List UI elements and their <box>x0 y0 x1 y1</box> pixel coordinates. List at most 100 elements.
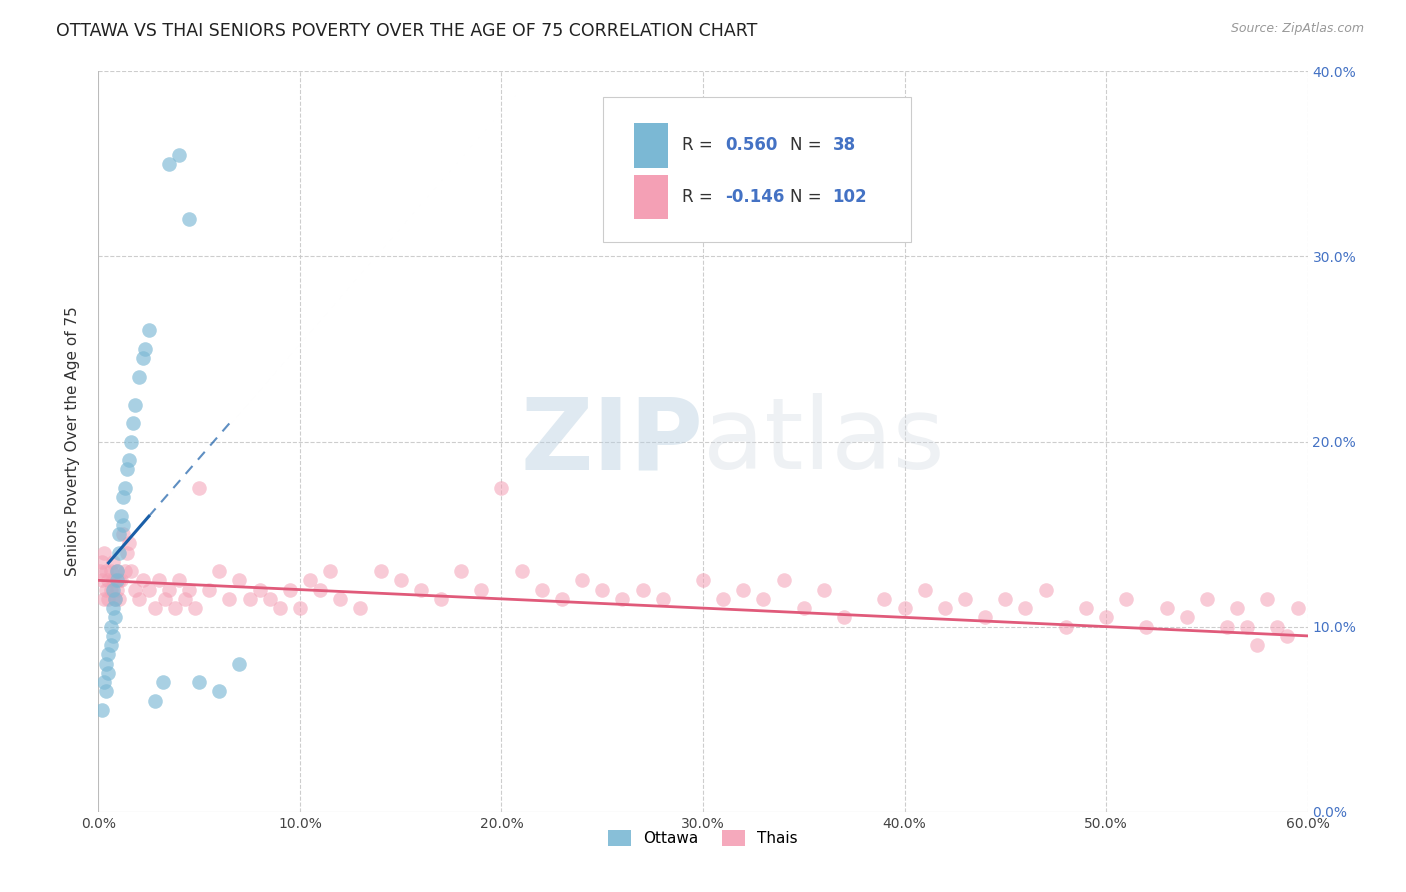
Point <box>100 619 122 633</box>
Point <box>470 582 492 597</box>
Point <box>1267 619 1289 633</box>
Point <box>752 591 775 606</box>
Point <box>105 574 128 588</box>
Point <box>93 545 115 560</box>
Point <box>1135 619 1157 633</box>
Point <box>97 591 120 606</box>
Point <box>974 610 997 624</box>
Point <box>110 574 132 588</box>
Point <box>93 591 115 606</box>
Point <box>132 574 155 588</box>
Point <box>1246 638 1268 652</box>
Point <box>179 582 201 597</box>
Point <box>631 582 654 597</box>
Point <box>228 657 250 671</box>
Text: R =: R = <box>682 136 718 154</box>
Point <box>228 574 250 588</box>
Point <box>1175 610 1198 624</box>
Point <box>914 582 936 597</box>
Point <box>813 582 835 597</box>
Point <box>103 591 125 606</box>
Point <box>733 582 755 597</box>
Text: ZIP: ZIP <box>520 393 703 490</box>
Point <box>1256 591 1278 606</box>
Point <box>128 369 150 384</box>
Point <box>114 564 136 578</box>
Point <box>409 582 432 597</box>
Text: Source: ZipAtlas.com: Source: ZipAtlas.com <box>1230 22 1364 36</box>
FancyBboxPatch shape <box>634 175 668 219</box>
Point <box>239 591 262 606</box>
Point <box>148 574 170 588</box>
Point <box>188 675 211 690</box>
Point <box>97 665 120 680</box>
Point <box>953 591 976 606</box>
Point <box>510 564 533 578</box>
Point <box>1226 601 1249 615</box>
Point <box>101 574 124 588</box>
Point <box>269 601 291 615</box>
Point <box>121 416 143 430</box>
Point <box>128 591 150 606</box>
Point <box>96 582 118 597</box>
Point <box>153 591 176 606</box>
Y-axis label: Seniors Poverty Over the Age of 75: Seniors Poverty Over the Age of 75 <box>65 307 80 576</box>
Legend: Ottawa, Thais: Ottawa, Thais <box>602 824 804 852</box>
Point <box>152 675 174 690</box>
Point <box>1277 629 1299 643</box>
Point <box>692 574 714 588</box>
Point <box>349 601 371 615</box>
Point <box>329 591 352 606</box>
Point <box>188 481 211 495</box>
Point <box>105 564 128 578</box>
Point <box>111 527 134 541</box>
Point <box>299 574 322 588</box>
Point <box>118 453 141 467</box>
Point <box>91 574 114 588</box>
Point <box>389 574 412 588</box>
Point <box>1115 591 1137 606</box>
Point <box>571 574 593 588</box>
Point <box>143 694 166 708</box>
Point <box>97 648 120 662</box>
Point <box>278 582 301 597</box>
Point <box>138 324 160 338</box>
Point <box>319 564 342 578</box>
Point <box>100 638 122 652</box>
Point <box>89 564 111 578</box>
Point <box>114 481 136 495</box>
Point <box>1156 601 1178 615</box>
Point <box>157 157 180 171</box>
Point <box>115 462 138 476</box>
Point <box>93 675 115 690</box>
Point <box>772 574 794 588</box>
Text: 102: 102 <box>832 188 868 206</box>
Point <box>138 582 160 597</box>
Point <box>157 582 180 597</box>
Point <box>370 564 392 578</box>
Point <box>107 527 129 541</box>
Point <box>208 564 231 578</box>
Point <box>163 601 186 615</box>
Point <box>103 591 125 606</box>
Point <box>107 545 129 560</box>
Point <box>132 351 155 366</box>
Point <box>994 591 1017 606</box>
Text: 0.560: 0.560 <box>724 136 778 154</box>
Point <box>1035 582 1057 597</box>
Point <box>218 591 240 606</box>
Point <box>651 591 673 606</box>
Point <box>174 591 197 606</box>
Point <box>184 601 207 615</box>
Point <box>91 555 114 569</box>
Point <box>143 601 166 615</box>
Point <box>107 574 129 588</box>
FancyBboxPatch shape <box>634 123 668 168</box>
Point <box>1236 619 1258 633</box>
FancyBboxPatch shape <box>603 97 911 242</box>
Point <box>97 574 120 588</box>
Point <box>934 601 956 615</box>
Point <box>591 582 613 597</box>
Text: OTTAWA VS THAI SENIORS POVERTY OVER THE AGE OF 75 CORRELATION CHART: OTTAWA VS THAI SENIORS POVERTY OVER THE … <box>56 22 758 40</box>
Point <box>450 564 472 578</box>
